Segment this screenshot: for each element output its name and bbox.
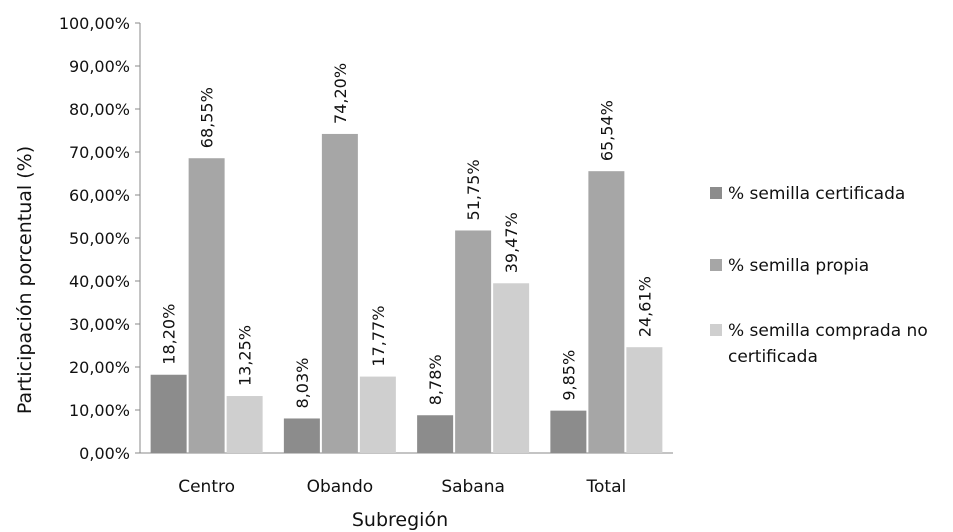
category-labels: Centro Obando Sabana Total bbox=[178, 477, 626, 497]
bar bbox=[283, 418, 320, 453]
bar bbox=[417, 415, 454, 453]
legend-swatch bbox=[710, 259, 722, 271]
category-label: Total bbox=[586, 477, 627, 497]
bar bbox=[588, 171, 625, 454]
data-label: 9,85% bbox=[559, 350, 578, 401]
y-tick-label: 100,00% bbox=[59, 14, 130, 33]
legend-label: % semilla certificada bbox=[728, 184, 905, 204]
data-label: 74,20% bbox=[331, 63, 350, 124]
bar bbox=[455, 230, 492, 453]
legend: % semilla certificada % semilla propia % s… bbox=[710, 184, 928, 367]
bar bbox=[150, 374, 187, 453]
y-tick-label: 80,00% bbox=[69, 100, 130, 119]
y-tick-label: 30,00% bbox=[69, 315, 130, 334]
data-label: 13,25% bbox=[236, 325, 255, 386]
data-label: 68,55% bbox=[198, 87, 217, 148]
data-label: 24,61% bbox=[635, 276, 654, 337]
y-tick-label: 50,00% bbox=[69, 229, 130, 248]
bar bbox=[321, 133, 358, 453]
category-label: Obando bbox=[307, 477, 374, 497]
y-tick-label: 20,00% bbox=[69, 358, 130, 377]
data-label: 65,54% bbox=[597, 100, 616, 161]
y-tick-label: 70,00% bbox=[69, 143, 130, 162]
bars bbox=[150, 133, 663, 454]
bar bbox=[493, 283, 530, 453]
legend-label: % semilla comprada no bbox=[728, 321, 928, 341]
bar bbox=[226, 396, 263, 453]
data-label: 51,75% bbox=[464, 159, 483, 220]
category-label: Sabana bbox=[441, 477, 505, 497]
bar bbox=[359, 376, 396, 453]
data-label: 39,47% bbox=[502, 212, 521, 273]
y-axis-title: Participación porcentual (%) bbox=[14, 146, 36, 414]
bar bbox=[188, 158, 225, 454]
legend-label: certificada bbox=[728, 347, 818, 367]
y-axis-ticks: 0,00% 10,00% 20,00% 30,00% 40,00% 50,00% 60,00… bbox=[59, 14, 140, 463]
legend-label: % semilla propia bbox=[728, 256, 869, 276]
bar bbox=[626, 347, 663, 453]
data-label: 8,78% bbox=[426, 354, 445, 405]
data-label: 18,20% bbox=[160, 304, 179, 365]
category-label: Centro bbox=[178, 477, 235, 497]
y-tick-label: 10,00% bbox=[69, 401, 130, 420]
y-tick-label: 60,00% bbox=[69, 186, 130, 205]
data-label: 8,03% bbox=[293, 358, 312, 409]
data-labels: 18,20% 68,55% 13,25% 8,03% 74,20% 17,77% 8,78%… bbox=[160, 63, 655, 409]
y-tick-label: 90,00% bbox=[69, 57, 130, 76]
x-axis-title: Subregión bbox=[352, 509, 448, 531]
data-label: 17,77% bbox=[369, 306, 388, 367]
y-tick-label: 0,00% bbox=[79, 444, 130, 463]
legend-swatch bbox=[710, 324, 722, 336]
y-tick-label: 40,00% bbox=[69, 272, 130, 291]
legend-swatch bbox=[710, 187, 722, 199]
bar bbox=[550, 410, 587, 453]
